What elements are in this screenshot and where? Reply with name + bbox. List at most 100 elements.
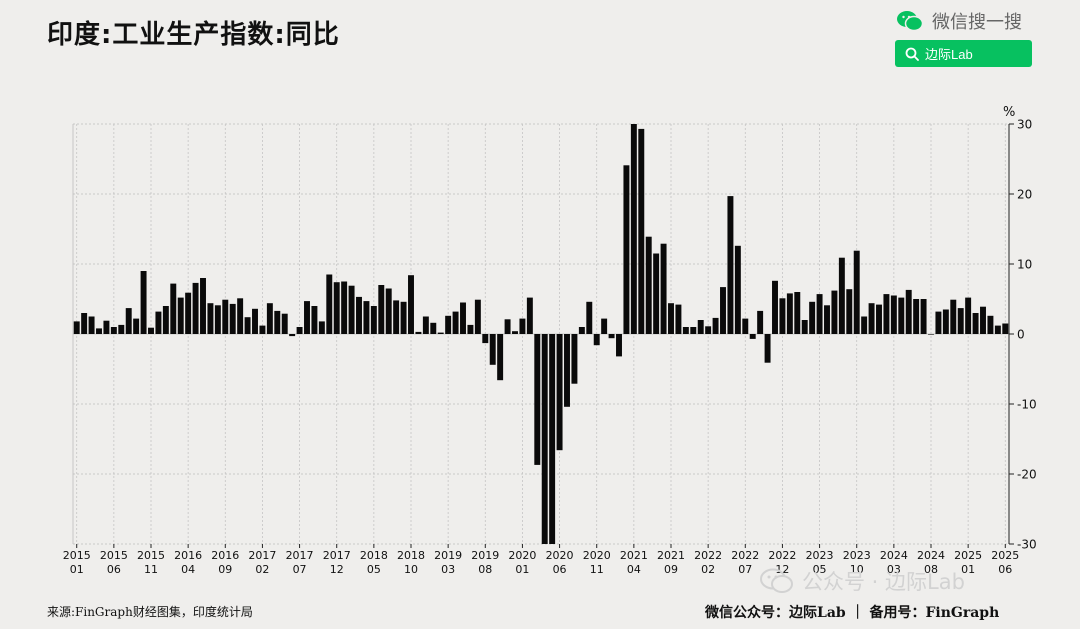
- x-tick-label-month: 08: [924, 563, 938, 576]
- bar: [638, 128, 645, 334]
- bar: [913, 299, 920, 334]
- x-tick-label-year: 2022: [731, 549, 759, 562]
- bar: [326, 274, 333, 334]
- bar: [965, 297, 972, 334]
- bar: [682, 327, 689, 334]
- x-tick-label-year: 2017: [248, 549, 276, 562]
- x-tick-label-month: 11: [144, 563, 158, 576]
- y-tick-label: -20: [1017, 468, 1037, 482]
- bar: [73, 321, 80, 334]
- bar: [207, 303, 214, 334]
- x-tick-label-month: 02: [701, 563, 715, 576]
- bar: [289, 334, 296, 337]
- x-tick-label-month: 07: [293, 563, 307, 576]
- bars-layer: [73, 124, 1009, 544]
- bar: [831, 290, 838, 334]
- y-tick-label: 10: [1017, 258, 1032, 272]
- bar: [393, 300, 400, 334]
- x-tick-label-year: 2015: [100, 549, 128, 562]
- source-note: 来源:FinGraph财经图集，印度统计局: [47, 605, 253, 619]
- bar: [489, 334, 496, 365]
- x-tick-label-month: 07: [738, 563, 752, 576]
- bar: [110, 327, 117, 334]
- bar: [252, 308, 258, 334]
- bar: [370, 306, 377, 334]
- x-tick-label-month: 06: [107, 563, 121, 576]
- bar: [88, 316, 95, 334]
- bar: [935, 311, 942, 334]
- bar: [883, 294, 890, 334]
- bar: [96, 328, 102, 334]
- bar: [341, 281, 348, 334]
- bar: [541, 334, 548, 544]
- bar: [980, 306, 986, 334]
- x-tick-label-month: 10: [404, 563, 418, 576]
- watermark-text: 公众号 · 边际Lab: [802, 570, 965, 594]
- bar: [445, 315, 452, 334]
- x-tick-label-year: 2024: [917, 549, 945, 562]
- x-tick-label-year: 2020: [508, 549, 536, 562]
- x-tick-label-month: 12: [330, 563, 344, 576]
- bar: [177, 297, 184, 334]
- x-tick-label-month: 11: [590, 563, 604, 576]
- x-tick-label-month: 08: [478, 563, 492, 576]
- account-note: 微信公众号：边际Lab ｜ 备用号：FinGraph: [705, 605, 1000, 621]
- x-tick-label-year: 2025: [954, 549, 982, 562]
- bar: [578, 327, 585, 334]
- x-tick-label-year: 2015: [137, 549, 165, 562]
- bar: [103, 320, 110, 334]
- x-tick-label-year: 2021: [620, 549, 648, 562]
- bar: [972, 313, 979, 334]
- x-tick-label-month: 05: [813, 563, 827, 576]
- bar: [668, 303, 674, 334]
- x-tick-label-month: 03: [887, 563, 901, 576]
- x-tick-label-month: 01: [515, 563, 529, 576]
- bar: [987, 315, 994, 334]
- x-tick-label-year: 2016: [211, 549, 239, 562]
- x-tick-label-year: 2018: [397, 549, 425, 562]
- bar: [474, 299, 481, 334]
- bar: [630, 124, 637, 334]
- search-button[interactable]: 边际Lab: [895, 40, 1032, 67]
- bar: [653, 253, 660, 334]
- bar: [816, 294, 823, 334]
- bar: [140, 271, 147, 334]
- bar: [705, 326, 712, 334]
- bar: [608, 334, 615, 339]
- bar: [133, 318, 140, 334]
- x-tick-label-year: 2020: [546, 549, 574, 562]
- bar: [675, 304, 682, 334]
- x-tick-label-year: 2016: [174, 549, 202, 562]
- y-tick-label: 20: [1017, 188, 1032, 202]
- bar: [861, 316, 868, 334]
- bar: [942, 309, 949, 334]
- bar: [734, 245, 741, 334]
- bar: [876, 304, 882, 334]
- wechat-search-brand: 微信搜一搜: [896, 8, 1022, 34]
- watermark: 公众号 · 边际Lab: [760, 566, 965, 596]
- bar: [549, 334, 556, 544]
- bar: [400, 301, 407, 334]
- x-tick-label-month: 04: [181, 563, 195, 576]
- x-tick-label-year: 2023: [843, 549, 871, 562]
- bar: [727, 196, 734, 334]
- x-tick-label-year: 2015: [63, 549, 91, 562]
- x-tick-label-year: 2023: [806, 549, 834, 562]
- search-icon: [905, 47, 919, 61]
- bar: [214, 305, 221, 334]
- bar: [764, 334, 771, 363]
- bar: [281, 313, 288, 334]
- wechat-search-label: 微信搜一搜: [932, 12, 1022, 33]
- y-tick-label: 0: [1017, 328, 1025, 342]
- bar: [125, 308, 132, 334]
- wechat-logo-icon: [897, 11, 924, 32]
- bar: [601, 318, 608, 334]
- x-tick-label-year: 2019: [434, 549, 462, 562]
- bar: [311, 306, 318, 334]
- x-tick-label-year: 2017: [286, 549, 314, 562]
- bar: [846, 289, 853, 334]
- bar: [890, 295, 897, 334]
- x-tick-label-month: 04: [627, 563, 641, 576]
- bar: [749, 334, 756, 339]
- bar: [467, 324, 474, 334]
